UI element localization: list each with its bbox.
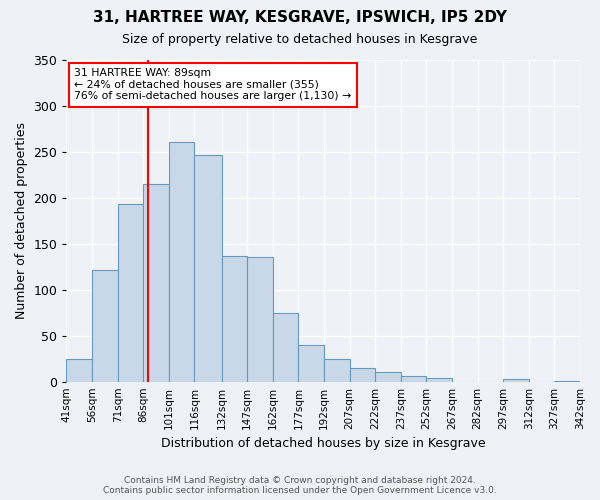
Text: Size of property relative to detached houses in Kesgrave: Size of property relative to detached ho… — [122, 32, 478, 46]
Bar — [92, 270, 118, 382]
Bar — [298, 345, 324, 382]
Bar — [67, 358, 92, 382]
Text: 31, HARTREE WAY, KESGRAVE, IPSWICH, IP5 2DY: 31, HARTREE WAY, KESGRAVE, IPSWICH, IP5 … — [93, 10, 507, 25]
X-axis label: Distribution of detached houses by size in Kesgrave: Distribution of detached houses by size … — [161, 437, 485, 450]
Bar — [324, 358, 350, 382]
Bar — [143, 184, 169, 382]
Bar — [350, 368, 375, 382]
Bar — [503, 379, 529, 382]
Bar — [118, 204, 143, 382]
Bar — [375, 372, 401, 382]
Bar — [554, 381, 580, 382]
Text: 31 HARTREE WAY: 89sqm
← 24% of detached houses are smaller (355)
76% of semi-det: 31 HARTREE WAY: 89sqm ← 24% of detached … — [74, 68, 352, 101]
Bar — [273, 312, 298, 382]
Y-axis label: Number of detached properties: Number of detached properties — [15, 122, 28, 320]
Bar — [169, 142, 194, 382]
Bar — [194, 154, 222, 382]
Bar — [401, 376, 427, 382]
Bar — [222, 256, 247, 382]
Text: Contains HM Land Registry data © Crown copyright and database right 2024.
Contai: Contains HM Land Registry data © Crown c… — [103, 476, 497, 495]
Bar — [247, 256, 273, 382]
Bar — [427, 378, 452, 382]
